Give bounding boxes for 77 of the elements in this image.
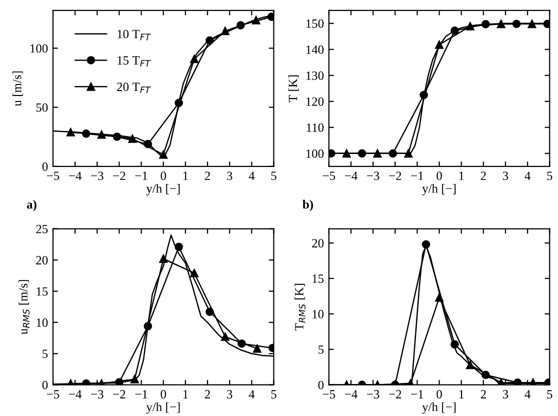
x-axis-title: y/h [−] bbox=[146, 402, 180, 414]
x-tick-label: −4 bbox=[344, 172, 358, 180]
x-tick-label: 4 bbox=[248, 390, 255, 398]
x-tick-label: 2 bbox=[204, 390, 210, 398]
y-tick-label: 110 bbox=[306, 123, 324, 132]
x-tick-label: 3 bbox=[227, 390, 232, 398]
legend-label: 20 T$_{FT}$ bbox=[117, 82, 151, 94]
y-tick-label: 120 bbox=[306, 97, 324, 106]
y-tick-label: 0 bbox=[318, 380, 324, 390]
x-tick-label: 0 bbox=[160, 172, 166, 180]
x-tick-label: 2 bbox=[480, 172, 486, 180]
x-tick-label: 3 bbox=[502, 172, 508, 180]
legend-label: 10 T$_{FT}$ bbox=[118, 30, 151, 40]
x-tick-label: 4 bbox=[524, 390, 530, 398]
y-tick-label: 5 bbox=[42, 350, 48, 358]
x-tick-label: 1 bbox=[459, 390, 464, 398]
x-tick-label: −3 bbox=[91, 390, 104, 398]
x-tick-label: −1 bbox=[411, 390, 424, 398]
x-tick-label: 1 bbox=[183, 390, 188, 398]
text: b) bbox=[302, 200, 313, 212]
x-tick-label: 1 bbox=[183, 172, 188, 180]
x-axis-title: y/h [−] bbox=[146, 184, 180, 196]
y-tick-label: 100 bbox=[306, 149, 324, 158]
x-tick-label: 5 bbox=[271, 172, 276, 180]
y-tick-label: 50 bbox=[36, 103, 48, 112]
y-tick-label: 15 bbox=[312, 274, 324, 283]
y-axis-title: T [K] bbox=[288, 75, 299, 102]
y-tick-label: 10 bbox=[312, 310, 324, 318]
y-tick-label: 25 bbox=[36, 224, 48, 234]
y-tick-label: 150 bbox=[306, 19, 324, 28]
y-tick-label: 10 bbox=[36, 318, 48, 327]
y-tick-label: 0 bbox=[42, 380, 48, 390]
x-tick-label: −1 bbox=[135, 172, 148, 180]
x-axis-title: y/h [−] bbox=[422, 184, 456, 196]
x-tick-label: −2 bbox=[389, 390, 402, 398]
legend-label: 15 T$_{FT}$ bbox=[118, 56, 151, 67]
x-tick-label: 5 bbox=[271, 390, 276, 398]
x-tick-label: −5 bbox=[46, 390, 60, 398]
x-tick-label: 4 bbox=[524, 172, 530, 180]
x-tick-label: 1 bbox=[459, 172, 464, 180]
y-tick-label: 15 bbox=[36, 287, 48, 296]
x-tick-label: −3 bbox=[367, 172, 380, 180]
x-tick-label: 0 bbox=[436, 390, 442, 398]
y-axis-title: u$_{RMS}$ [m/s] bbox=[18, 280, 30, 334]
x-tick-label: −5 bbox=[322, 390, 336, 398]
y-tick-label: 130 bbox=[306, 71, 324, 80]
y-tick-label: 20 bbox=[312, 239, 324, 248]
y-tick-label: 20 bbox=[36, 256, 48, 264]
x-tick-label: −4 bbox=[69, 390, 82, 398]
x-tick-label: 4 bbox=[248, 172, 255, 180]
x-tick-label: 0 bbox=[436, 172, 442, 180]
x-tick-label: −1 bbox=[135, 390, 148, 398]
x-tick-label: −5 bbox=[46, 172, 60, 180]
x-tick-label: −1 bbox=[411, 172, 424, 180]
x-tick-label: −4 bbox=[344, 390, 358, 398]
y-tick-label: 100 bbox=[30, 44, 48, 53]
y-tick-label: 5 bbox=[318, 345, 324, 354]
x-tick-label: −4 bbox=[69, 172, 82, 180]
x-tick-label: 2 bbox=[204, 172, 210, 180]
y-axis-title: T$_{RMS}$ [K] bbox=[294, 284, 306, 331]
x-tick-label: −3 bbox=[367, 390, 380, 398]
x-tick-label: −3 bbox=[91, 172, 104, 180]
x-axis-title: y/h [−] bbox=[422, 402, 456, 414]
x-tick-label: −2 bbox=[113, 172, 126, 180]
x-tick-label: −2 bbox=[113, 390, 126, 398]
y-tick-label: 140 bbox=[306, 45, 324, 54]
x-tick-label: 3 bbox=[502, 390, 508, 398]
y-axis-title: u [m/s] bbox=[12, 71, 23, 106]
x-tick-label: 5 bbox=[547, 172, 552, 180]
x-tick-label: 0 bbox=[160, 390, 166, 398]
x-tick-label: 2 bbox=[480, 390, 486, 398]
text: a) bbox=[26, 200, 36, 212]
x-tick-label: −5 bbox=[322, 172, 336, 180]
x-tick-label: 5 bbox=[547, 390, 552, 398]
y-tick-label: 0 bbox=[42, 162, 48, 171]
x-tick-label: 3 bbox=[227, 172, 232, 180]
x-tick-label: −2 bbox=[389, 172, 402, 180]
